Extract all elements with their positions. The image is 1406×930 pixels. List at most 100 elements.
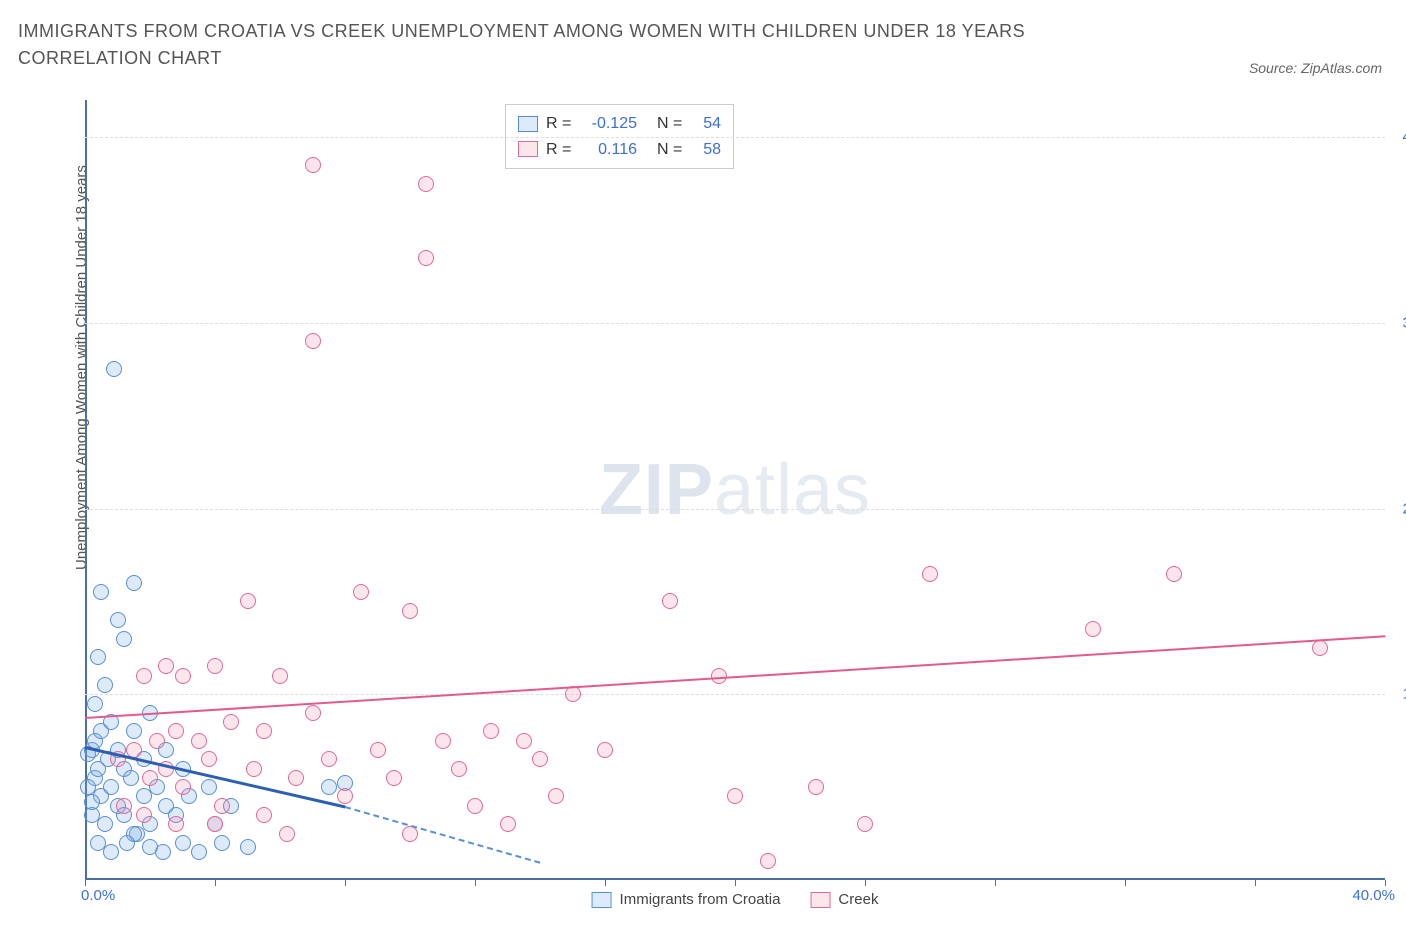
scatter-point [175,779,191,795]
stats-n-value-1: 54 [693,111,721,137]
plot-area: ZIPatlas 0.0% 40.0% R = -0.125 N = 54 R … [85,100,1385,880]
scatter-point [922,566,938,582]
stats-row-series2: R = 0.116 N = 58 [518,137,721,163]
scatter-point [126,723,142,739]
scatter-point [175,668,191,684]
scatter-point [168,816,184,832]
x-tick [1255,880,1256,886]
stats-r-value-2: 0.116 [582,137,637,163]
scatter-point [116,631,132,647]
stats-n-value-2: 58 [693,137,721,163]
scatter-point [256,807,272,823]
x-tick [85,880,86,886]
legend-label-1: Immigrants from Croatia [620,891,781,908]
scatter-point [93,584,109,600]
scatter-point [136,668,152,684]
swatch-series2 [810,892,830,908]
chart-title: IMMIGRANTS FROM CROATIA VS CREEK UNEMPLO… [18,18,1118,72]
scatter-point [483,723,499,739]
scatter-point [305,333,321,349]
scatter-point [418,176,434,192]
y-tick-label: 10.0% [1402,686,1406,703]
x-tick [995,880,996,886]
scatter-point [402,603,418,619]
x-axis-max-label: 40.0% [1352,887,1395,904]
scatter-point [1085,621,1101,637]
scatter-point [305,157,321,173]
scatter-point [451,761,467,777]
scatter-point [191,844,207,860]
scatter-point [500,816,516,832]
scatter-point [149,733,165,749]
scatter-point [662,593,678,609]
stats-r-value-1: -0.125 [582,111,637,137]
scatter-point [727,788,743,804]
grid-line [85,694,1385,695]
grid-line [85,137,1385,138]
scatter-point [321,751,337,767]
x-tick [215,880,216,886]
scatter-point [191,733,207,749]
scatter-point [418,250,434,266]
scatter-point [207,658,223,674]
scatter-point [532,751,548,767]
scatter-point [305,705,321,721]
scatter-point [711,668,727,684]
scatter-point [435,733,451,749]
scatter-point [760,853,776,869]
x-tick [865,880,866,886]
scatter-point [1312,640,1328,656]
scatter-point [97,677,113,693]
scatter-point [597,742,613,758]
swatch-series1 [518,116,538,132]
grid-line [85,509,1385,510]
stats-r-label: R = [546,137,574,163]
y-tick-label: 20.0% [1402,500,1406,517]
scatter-point [516,733,532,749]
trend-line [345,806,541,864]
scatter-point [142,770,158,786]
scatter-point [90,649,106,665]
scatter-point [97,816,113,832]
scatter-point [240,593,256,609]
scatter-point [87,696,103,712]
scatter-point [80,779,96,795]
scatter-point [84,794,100,810]
swatch-series2 [518,141,538,157]
scatter-point [808,779,824,795]
scatter-point [223,714,239,730]
scatter-point [240,839,256,855]
x-tick [605,880,606,886]
scatter-point [857,816,873,832]
scatter-point [201,779,217,795]
scatter-point [1166,566,1182,582]
scatter-point [103,779,119,795]
grid-line [85,323,1385,324]
swatch-series1 [592,892,612,908]
scatter-point [103,844,119,860]
x-tick [345,880,346,886]
x-tick [1385,880,1386,886]
chart-container: Unemployment Among Women with Children U… [55,100,1385,880]
x-tick [735,880,736,886]
watermark: ZIPatlas [599,449,871,531]
source-attribution: Source: ZipAtlas.com [1249,60,1382,76]
scatter-point [201,751,217,767]
stats-r-label: R = [546,111,574,137]
scatter-point [214,835,230,851]
scatter-point [370,742,386,758]
scatter-point [337,788,353,804]
stats-n-label: N = [657,137,685,163]
x-tick [475,880,476,886]
scatter-point [548,788,564,804]
scatter-point [110,612,126,628]
bottom-legend: Immigrants from Croatia Creek [592,891,879,908]
scatter-point [467,798,483,814]
scatter-point [272,668,288,684]
scatter-point [175,835,191,851]
x-axis-origin-label: 0.0% [81,887,115,904]
legend-item-1: Immigrants from Croatia [592,891,781,908]
scatter-point [353,584,369,600]
scatter-point [123,770,139,786]
scatter-point [288,770,304,786]
